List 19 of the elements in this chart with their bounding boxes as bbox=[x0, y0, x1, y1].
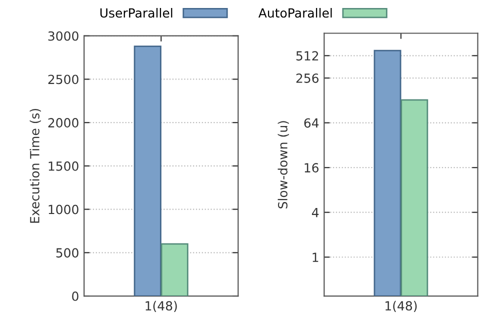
y-tick-label: 0 bbox=[72, 291, 78, 301]
y-tick-label: 2500 bbox=[48, 74, 78, 84]
legend-label: UserParallel bbox=[100, 8, 172, 18]
y-tick-label: 1500 bbox=[48, 161, 78, 171]
y-tick-label: 1000 bbox=[48, 204, 78, 214]
y-axis-title: Execution Time (s) bbox=[30, 108, 41, 223]
y-tick-label: 64 bbox=[304, 118, 319, 128]
y-tick-label: 500 bbox=[56, 248, 78, 258]
y-tick-label: 512 bbox=[296, 51, 318, 61]
y-axis-title: Slow-down (u) bbox=[278, 121, 289, 208]
y-tick-label: 1 bbox=[312, 252, 318, 262]
y-tick-label: 256 bbox=[296, 74, 319, 83]
x-tick-label: 1(48) bbox=[386, 300, 417, 312]
y-tick-label: 3000 bbox=[48, 31, 78, 41]
y-tick-label: 16 bbox=[304, 163, 319, 172]
legend-label: AutoParallel bbox=[258, 8, 332, 18]
x-tick-label: 1(48) bbox=[146, 300, 177, 312]
y-tick-label: 2000 bbox=[48, 118, 78, 128]
y-tick-label: 4 bbox=[312, 208, 319, 218]
